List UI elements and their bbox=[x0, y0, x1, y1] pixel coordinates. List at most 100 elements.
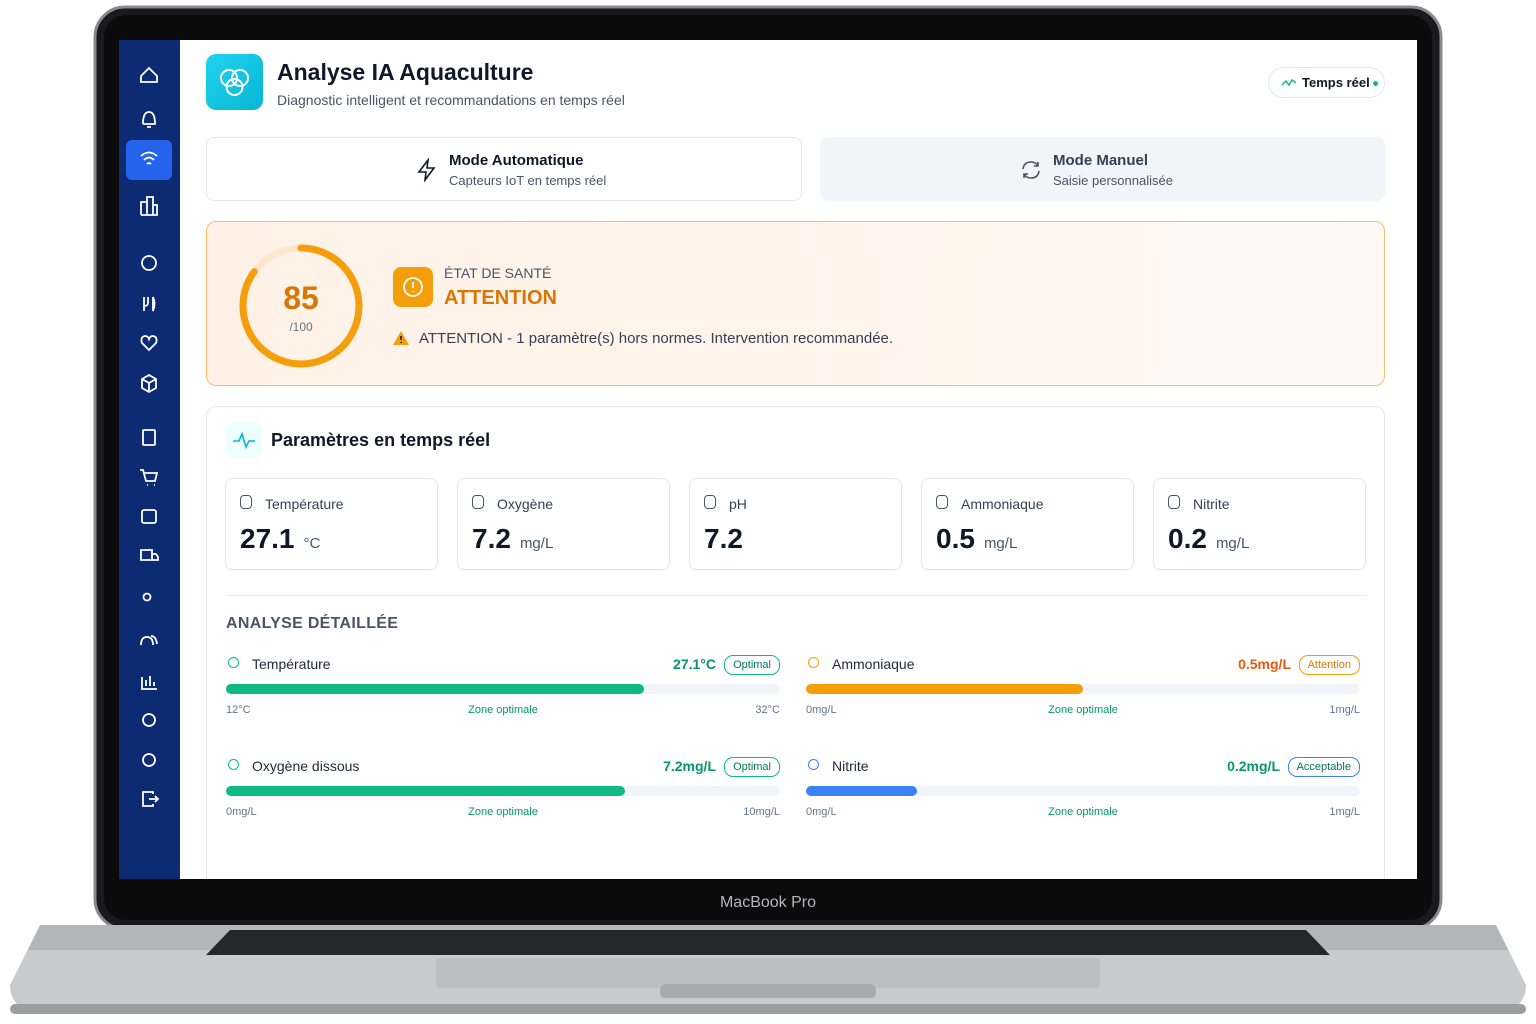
health-score: 85 bbox=[283, 280, 319, 316]
nav-farms[interactable] bbox=[140, 196, 158, 216]
parameter-unit: °C bbox=[303, 535, 321, 552]
status-badge: Optimal bbox=[724, 757, 780, 777]
parameters-icon bbox=[226, 422, 262, 458]
mode-title: Mode Automatique bbox=[449, 152, 584, 169]
zone-label: Zone optimale bbox=[1048, 704, 1118, 716]
range-min: 0mg/L bbox=[806, 806, 837, 818]
screen: Analyse IA Aquaculture Diagnostic intell… bbox=[119, 40, 1417, 879]
zone-label: Zone optimale bbox=[468, 704, 538, 716]
warning-icon bbox=[393, 331, 409, 345]
analysis-icon bbox=[808, 657, 819, 668]
range-max: 1mg/L bbox=[1329, 704, 1360, 716]
nav-food[interactable] bbox=[143, 296, 156, 312]
health-card: 85 /100 ÉTAT DE SANTÉ ATTENTION ATTENTIO… bbox=[206, 221, 1385, 386]
nav-fish[interactable] bbox=[141, 255, 157, 271]
range-min: 0mg/L bbox=[806, 704, 837, 716]
parameter-icon bbox=[1168, 495, 1180, 509]
live-dot bbox=[1373, 81, 1378, 86]
health-score-max: /100 bbox=[289, 320, 313, 334]
progress-bar bbox=[226, 684, 645, 694]
analysis-name: Oxygène dissous bbox=[252, 758, 360, 774]
range-min: 12°C bbox=[226, 704, 251, 716]
mode-subtitle: Saisie personnalisée bbox=[1053, 173, 1173, 188]
nav-health[interactable] bbox=[140, 335, 158, 352]
status-badge: Optimal bbox=[724, 655, 780, 675]
status-badge: Attention bbox=[1298, 655, 1360, 675]
health-message: ATTENTION - 1 paramètre(s) hors normes. … bbox=[419, 330, 894, 347]
nav-reports[interactable] bbox=[142, 429, 156, 446]
live-badge[interactable]: Temps réel bbox=[1268, 67, 1385, 98]
parameter-name: Nitrite bbox=[1193, 496, 1230, 512]
parameter-card: Oxygène 7.2 mg/L bbox=[457, 478, 670, 570]
range-max: 10mg/L bbox=[743, 806, 780, 818]
parameter-name: Ammoniaque bbox=[961, 496, 1044, 512]
nav-logout[interactable] bbox=[142, 791, 160, 807]
parameter-reading: 0.2 mg/L bbox=[1168, 523, 1249, 555]
live-badge-text: Temps réel bbox=[1302, 75, 1370, 90]
analysis-value: 27.1°C bbox=[673, 656, 716, 672]
nav-alerts[interactable] bbox=[142, 111, 156, 128]
parameter-icon bbox=[936, 495, 948, 509]
progress-bar bbox=[806, 786, 917, 796]
parameter-reading: 7.2 mg/L bbox=[472, 523, 553, 555]
parameter-icon bbox=[472, 495, 484, 509]
parameter-card: Température 27.1 °C bbox=[225, 478, 438, 570]
parameters-title: Paramètres en temps réel bbox=[271, 430, 491, 450]
app-logo bbox=[206, 54, 263, 110]
mode-icon bbox=[417, 158, 436, 182]
parameter-name: pH bbox=[729, 496, 747, 512]
parameter-card: pH 7.2 bbox=[689, 478, 902, 570]
analysis-item: Ammoniaque Attention 0.5mg/L 0mg/L Zone opti… bbox=[806, 654, 1360, 724]
analysis-name: Température bbox=[252, 656, 331, 672]
status-badge: Acceptable bbox=[1287, 757, 1360, 777]
mode-card[interactable]: Mode Manuel Saisie personnalisée bbox=[820, 137, 1385, 201]
nav-home[interactable] bbox=[140, 66, 158, 83]
zone-label: Zone optimale bbox=[468, 806, 538, 818]
nav-calendar[interactable] bbox=[141, 509, 157, 524]
nav-cart[interactable] bbox=[140, 469, 159, 486]
nav-team[interactable] bbox=[140, 635, 158, 646]
nav-user[interactable] bbox=[142, 592, 152, 602]
parameter-value: 0.2 bbox=[1168, 523, 1207, 554]
nav-stock[interactable] bbox=[141, 373, 157, 394]
progress-track bbox=[806, 786, 1360, 796]
analysis-name: Ammoniaque bbox=[832, 656, 915, 672]
parameter-unit: mg/L bbox=[519, 535, 554, 552]
parameter-name: Température bbox=[265, 496, 344, 512]
page-subtitle: Diagnostic intelligent et recommandation… bbox=[277, 92, 625, 108]
analysis-value: 7.2mg/L bbox=[663, 758, 716, 774]
analysis-icon bbox=[808, 759, 819, 770]
progress-track bbox=[806, 684, 1360, 694]
mode-card[interactable]: Mode Automatique Capteurs IoT en temps ré… bbox=[206, 137, 802, 201]
sidebar bbox=[119, 40, 180, 879]
nav-wifi[interactable] bbox=[140, 151, 158, 165]
page-title: Analyse IA Aquaculture bbox=[277, 59, 534, 85]
parameter-card: Ammoniaque 0.5 mg/L bbox=[921, 478, 1134, 570]
analysis-item: Température Optimal 27.1°C 12°C Zone optimal… bbox=[226, 654, 780, 724]
analysis-icon bbox=[228, 759, 239, 770]
analysis-item: Nitrite Acceptable 0.2mg/L 0mg/L Zone optima… bbox=[806, 756, 1360, 826]
nav-delivery[interactable] bbox=[140, 549, 159, 561]
parameter-value: 27.1 bbox=[240, 523, 295, 554]
progress-track bbox=[226, 786, 780, 796]
progress-track bbox=[226, 684, 780, 694]
nav-config[interactable] bbox=[142, 753, 156, 767]
analysis-icon bbox=[228, 657, 239, 668]
parameter-icon bbox=[240, 495, 252, 509]
nav-icons bbox=[140, 66, 160, 807]
zone-label: Zone optimale bbox=[1048, 806, 1118, 818]
analysis-item: Oxygène dissous Optimal 7.2mg/L 0mg/L Zone o… bbox=[226, 756, 780, 826]
analysis-value: 0.2mg/L bbox=[1227, 758, 1280, 774]
nav-settings[interactable] bbox=[142, 713, 156, 727]
parameter-reading: 7.2 bbox=[704, 523, 743, 555]
parameter-unit: mg/L bbox=[1215, 535, 1250, 552]
progress-bar bbox=[806, 684, 1083, 694]
parameter-card: Nitrite 0.2 mg/L bbox=[1153, 478, 1366, 570]
parameter-unit: mg/L bbox=[983, 535, 1018, 552]
analysis-title: ANALYSE DÉTAILLÉE bbox=[226, 615, 399, 632]
nav-stats[interactable] bbox=[141, 676, 157, 690]
range-min: 0mg/L bbox=[226, 806, 257, 818]
mode-icon bbox=[1022, 161, 1040, 179]
separator bbox=[226, 595, 1367, 596]
